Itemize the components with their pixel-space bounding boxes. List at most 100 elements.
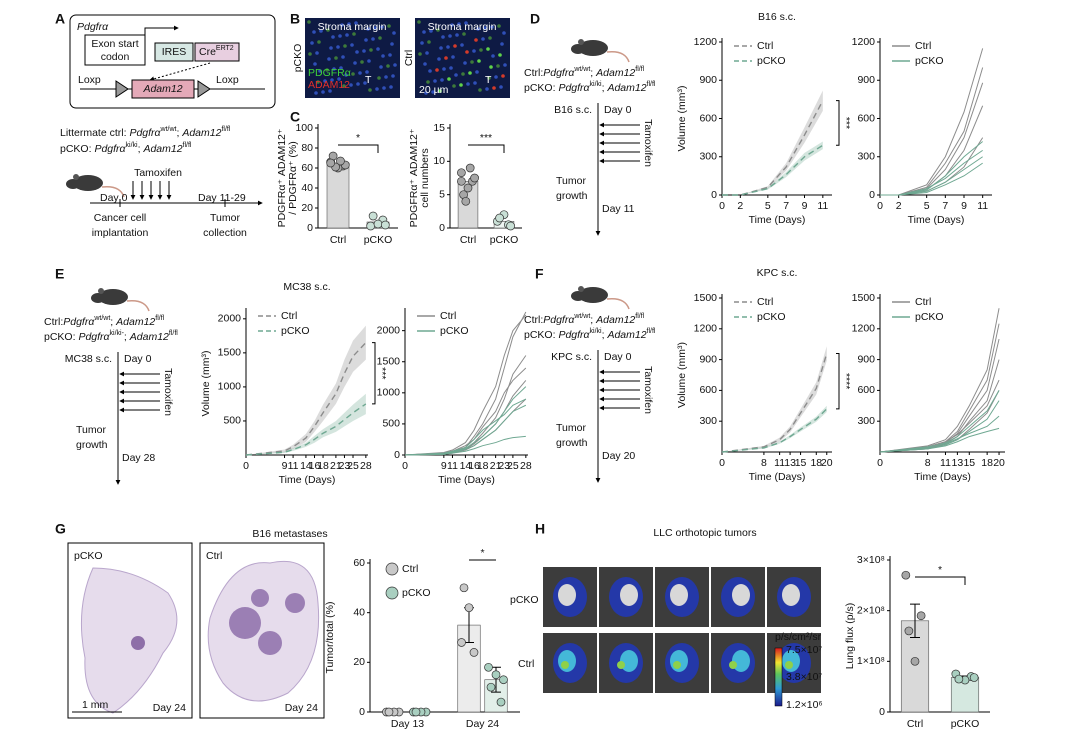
x-tick-label: 23 [498,460,510,472]
cell [460,43,464,47]
y-tick-label: 1500 [377,356,401,368]
tumor-signal [729,661,737,669]
data-point [373,219,383,229]
label: Ctrl [206,550,222,562]
cell [420,41,424,45]
cell [453,44,457,48]
cell [382,86,386,90]
label: Day 11-29 [198,192,246,204]
cell [317,40,321,44]
label: CreERT2 [199,45,234,57]
label: growth [556,437,588,449]
cell [492,86,496,90]
label: 3.8×10⁷ [786,671,822,683]
label: KPC s.c. [551,351,592,363]
data-point [484,662,493,672]
mouse-icon [578,287,608,303]
label: implantation [92,227,149,239]
tumor-signal [558,584,576,606]
legend-label: pCKO [757,55,786,67]
series-line [879,427,1000,453]
x-tick-label: 0 [719,457,725,469]
cell [351,72,355,76]
y-tick-label: 40 [353,606,365,618]
y-tick-label: 20 [353,656,365,668]
series-line [404,386,527,456]
tumor-signal [558,650,576,672]
text-part: ; [124,331,130,343]
x-tick-label: 14 [460,460,472,472]
label: D [530,11,540,27]
x-tick-label: 11 [447,460,458,472]
label: Time (Days) [279,474,336,486]
tumor-signal [785,661,793,669]
data-point [326,158,336,168]
legend-label: pCKO [915,55,944,67]
label: *** [840,117,852,129]
x-tick-label: pCKO [490,234,519,246]
cell [425,51,429,55]
series-line [721,408,828,453]
cell [479,48,483,52]
label: Lung flux (p/s) [844,603,856,670]
x-tick-label: 18 [810,457,822,469]
cell [474,38,478,42]
data-point [461,196,471,206]
label: * [480,547,484,559]
cell [442,67,446,71]
text-part: pCKO: [60,143,94,155]
legend-label: Ctrl [402,563,418,575]
cell [499,85,503,89]
sig-bracket [836,100,840,146]
series-line [879,338,1000,453]
label: pCKO: Pdgfrαki/ki; Adam12fl/fl [524,81,656,93]
cell [389,85,393,89]
cell [487,76,491,80]
text-part: fl/fl [183,142,192,149]
cell [355,50,359,54]
mouse-icon [73,174,79,180]
cell [457,22,461,26]
label: Pdgfrα [77,21,109,33]
colorbar [774,647,783,707]
y-tick-label: 600 [699,384,717,396]
x-tick-label: 2 [737,200,743,212]
text-part: ; [590,67,596,79]
series-line [879,308,1000,453]
cell [375,87,379,91]
cell [392,31,396,35]
error-band [246,393,366,455]
x-tick-label: 14 [300,460,312,472]
cell [462,32,466,36]
y-tick-label: 600 [857,112,875,124]
y-tick-label: 0 [711,189,717,201]
x-tick-label: 25 [507,460,519,472]
cell [334,56,338,60]
cell [343,44,347,48]
cell [314,91,318,95]
cell [494,75,498,79]
y-tick-label: 15 [433,122,445,134]
x-tick-label: 0 [243,460,249,472]
cell [352,32,356,36]
x-tick-label: 7 [942,200,948,212]
lung-section [80,567,178,714]
label: *** [376,367,388,379]
mouse-icon [571,291,585,301]
cell [446,45,450,49]
cell [347,22,351,26]
cell [418,52,422,56]
legend-label: Ctrl [915,296,931,308]
label: Day 24 [285,702,318,714]
sig-bracket [836,352,840,410]
metastasis [131,636,145,650]
x-tick-label: 28 [520,460,532,472]
y-tick-label: 1000 [377,387,401,399]
data-point [469,648,479,657]
label: / PDGFRα⁺ (%) [287,141,299,214]
data-point [465,163,475,173]
data-point [463,183,473,193]
cell [429,29,433,33]
cell [503,63,507,67]
label: Loxp [78,74,101,86]
